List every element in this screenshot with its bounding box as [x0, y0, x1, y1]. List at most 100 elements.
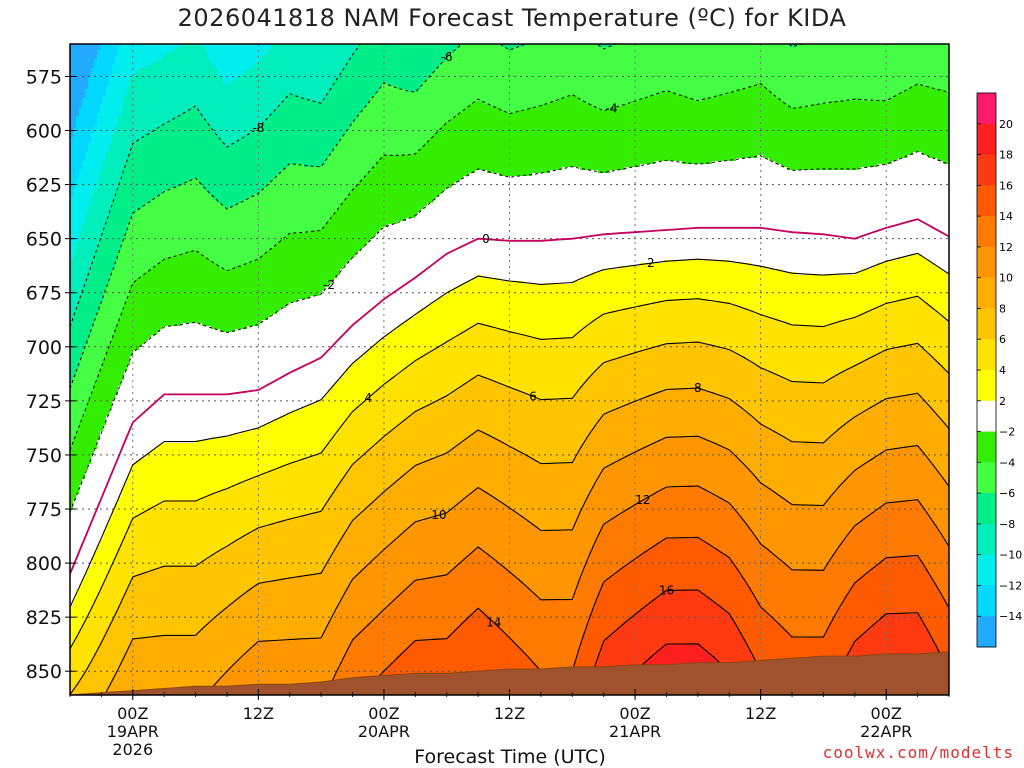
- temperature-cell: [307, 404, 362, 408]
- temperature-cell: [793, 440, 827, 444]
- temperature-cell: [325, 446, 374, 450]
- temperature-cell: [886, 398, 923, 402]
- temperature-cell: [229, 206, 341, 210]
- temperature-cell: [70, 416, 83, 420]
- temperature-cell: [862, 518, 932, 522]
- temperature-cell: [787, 563, 827, 567]
- temperature-cell: [298, 299, 437, 303]
- temperature-cell: [103, 638, 134, 642]
- temperature-cell: [70, 128, 74, 132]
- temperature-cell: [367, 104, 470, 108]
- temperature-cell: [73, 257, 95, 261]
- temperature-cell: [595, 605, 647, 609]
- temperature-cell: [70, 65, 95, 69]
- temperature-cell: [589, 551, 644, 555]
- temperature-cell: [586, 560, 632, 564]
- temperature-cell: [100, 302, 125, 306]
- credit-link[interactable]: coolwx.com/modelts: [822, 743, 1014, 762]
- temperature-cell: [271, 179, 362, 183]
- temperature-cell: [763, 83, 917, 87]
- temperature-cell: [70, 449, 95, 453]
- temperature-cell: [784, 497, 830, 501]
- temperature-cell: [274, 110, 362, 114]
- temperature-cell: [115, 557, 209, 561]
- temperature-cell: [103, 584, 131, 588]
- temperature-cell: [457, 443, 506, 447]
- temperature-cell: [577, 95, 650, 99]
- temperature-cell: [130, 290, 323, 294]
- temperature-cell: [109, 410, 293, 414]
- colorbar-swatch: [977, 523, 996, 556]
- contour-line-0: [70, 218, 949, 575]
- temperature-cell: [397, 536, 599, 540]
- temperature-cell: [73, 377, 98, 381]
- temperature-cell: [130, 641, 257, 645]
- temperature-cell: [124, 596, 239, 600]
- temperature-cell: [424, 461, 539, 465]
- temperature-cell: [934, 521, 949, 525]
- temperature-cell: [562, 167, 581, 171]
- temperature-cell: [70, 344, 86, 348]
- temperature-cell: [379, 89, 407, 93]
- temperature-cell: [877, 353, 932, 357]
- temperature-cell: [145, 65, 215, 69]
- temperature-cell: [91, 68, 113, 72]
- temperature-cell: [850, 419, 944, 423]
- temperature-cell: [544, 398, 641, 402]
- temperature-cell: [91, 329, 116, 333]
- temperature-cell: [505, 566, 584, 570]
- temperature-cell: [220, 74, 242, 78]
- temperature-cell: [346, 368, 404, 372]
- temperature-cell: [70, 485, 80, 489]
- temperature-cell: [121, 488, 224, 492]
- temperature-cell: [85, 620, 113, 624]
- temperature-cell: [70, 455, 92, 459]
- temperature-cell: [340, 272, 593, 276]
- temperature-cell: [661, 344, 713, 348]
- temperature-cell: [94, 386, 119, 390]
- temperature-cell: [70, 554, 95, 558]
- temperature-cell: [487, 377, 590, 381]
- temperature-cell: [421, 578, 521, 582]
- temperature-cell: [913, 152, 923, 156]
- temperature-cell: [475, 611, 485, 615]
- temperature-cell: [322, 569, 362, 573]
- temperature-cell: [412, 362, 605, 366]
- temperature-cell: [382, 437, 467, 441]
- temperature-cell: [598, 596, 659, 600]
- temperature-cell: [853, 644, 938, 648]
- temperature-cell: [367, 242, 949, 246]
- temperature-cell: [757, 155, 764, 159]
- temperature-cell: [289, 518, 356, 522]
- temperature-cell: [97, 650, 128, 654]
- temperature-cell: [109, 212, 134, 216]
- temperature-cell: [70, 278, 86, 282]
- temperature-cell: [658, 596, 710, 600]
- temperature-cell: [928, 515, 949, 519]
- temperature-cell: [709, 653, 752, 657]
- temperature-cell: [466, 329, 506, 333]
- temperature-cell: [718, 443, 949, 447]
- temperature-cell: [70, 491, 80, 495]
- temperature-cell: [214, 617, 332, 621]
- temperature-cell: [769, 614, 836, 618]
- temperature-cell: [70, 338, 89, 342]
- temperature-cell: [364, 176, 464, 180]
- temperature-cell: [88, 143, 110, 147]
- temperature-cell: [310, 455, 362, 459]
- temperature-cell: [607, 578, 746, 582]
- temperature-cell: [253, 194, 350, 198]
- temperature-cell: [436, 299, 668, 303]
- temperature-cell: [97, 443, 161, 447]
- temperature-cell: [538, 596, 575, 600]
- temperature-cell: [583, 635, 611, 639]
- temperature-cell: [745, 641, 854, 645]
- temperature-cell: [70, 410, 86, 414]
- temperature-cell: [205, 119, 266, 123]
- temperature-cell: [82, 356, 107, 360]
- temperature-cell: [97, 311, 122, 315]
- temperature-cell: [103, 167, 125, 171]
- temperature-cell: [928, 404, 949, 408]
- temperature-cell: [181, 44, 203, 48]
- temperature-cell: [325, 161, 377, 165]
